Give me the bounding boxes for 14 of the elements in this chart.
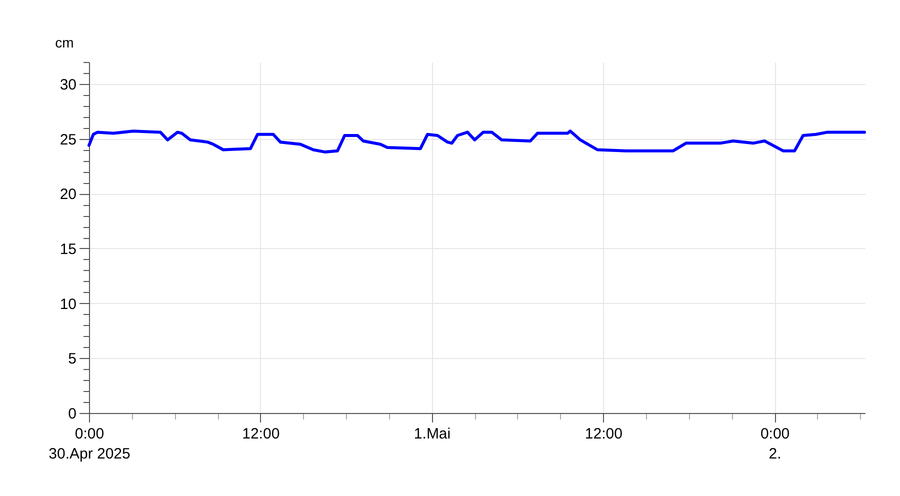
x-tick-label: 1.Mai [414,426,451,442]
y-tick-label: 25 [60,131,76,148]
x-tick-label: 0:00 2. [760,426,790,462]
y-axis-title: cm [55,34,74,50]
y-tick-label: 5 [68,350,76,368]
y-tick-label: 15 [60,240,76,258]
x-tick-label: 12:00 [584,426,622,442]
x-tick-label: 12:00 [242,426,280,442]
y-tick-label: 10 [60,296,76,313]
y-tick-label: 30 [60,76,76,94]
line-series [88,130,866,154]
y-tick-label: 0 [68,406,76,422]
y-tick-label: 20 [60,186,76,204]
x-tick-label: 0:00 30.Apr 2025 [48,426,130,462]
